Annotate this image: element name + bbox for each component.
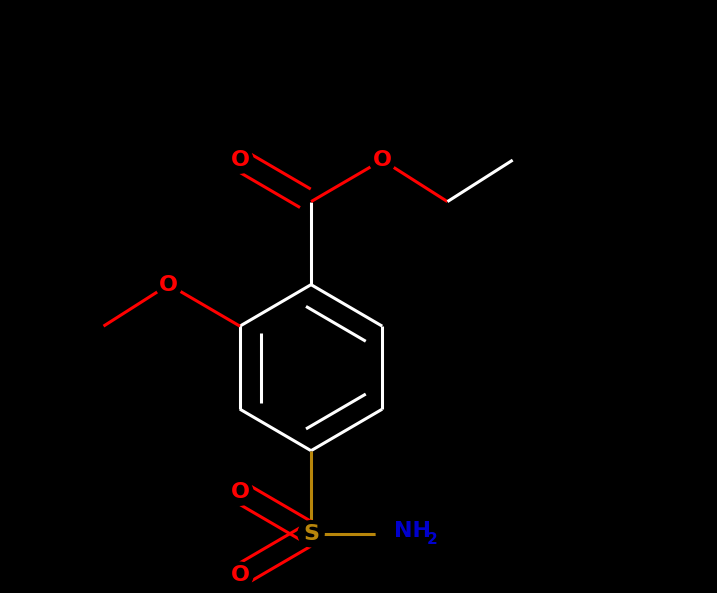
Text: O: O	[373, 150, 391, 170]
Text: NH: NH	[394, 521, 431, 541]
Text: O: O	[230, 482, 250, 502]
Circle shape	[376, 516, 412, 551]
Text: O: O	[159, 275, 179, 295]
Text: O: O	[230, 565, 250, 585]
Text: 2: 2	[427, 532, 437, 547]
Circle shape	[156, 272, 182, 298]
Text: S: S	[303, 524, 319, 544]
Circle shape	[227, 562, 253, 588]
Circle shape	[369, 147, 395, 173]
Circle shape	[227, 479, 253, 505]
Circle shape	[298, 521, 324, 547]
Circle shape	[227, 147, 253, 173]
Text: O: O	[230, 150, 250, 170]
